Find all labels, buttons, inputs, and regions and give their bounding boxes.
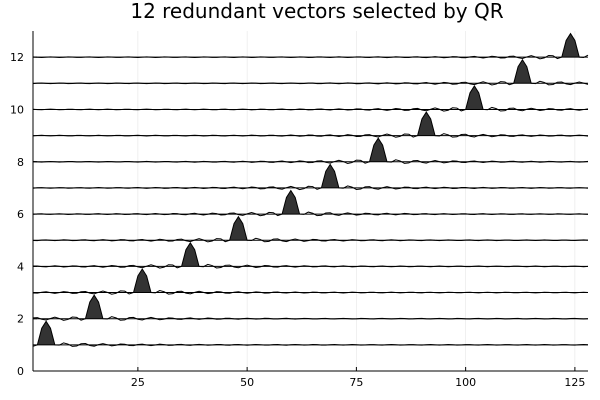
peak-fill bbox=[85, 295, 103, 319]
vector-line bbox=[32, 111, 589, 138]
vector-5 bbox=[32, 215, 589, 243]
vector-line bbox=[32, 215, 589, 243]
y-tick-label: 10 bbox=[10, 103, 24, 116]
peak-fill bbox=[369, 138, 387, 162]
vector-line bbox=[32, 58, 589, 86]
vector-line bbox=[32, 320, 589, 347]
vector-7 bbox=[32, 163, 589, 191]
y-tick-label: 0 bbox=[17, 365, 24, 378]
series-group bbox=[32, 32, 589, 347]
x-tick-label: 75 bbox=[349, 376, 363, 389]
x-tick-label: 100 bbox=[455, 376, 476, 389]
y-tick-labels: 0 2 4 6 8 10 12 bbox=[10, 51, 24, 378]
vector-8 bbox=[32, 137, 589, 164]
peak-fill bbox=[181, 242, 200, 267]
vector-4 bbox=[32, 241, 589, 269]
peak-fill bbox=[465, 85, 484, 110]
peak-fill bbox=[561, 33, 580, 58]
peak-fill bbox=[37, 321, 55, 345]
y-tick-label: 2 bbox=[17, 313, 24, 326]
peak-fill bbox=[282, 190, 300, 215]
peak-fill bbox=[321, 164, 339, 188]
x-tick-labels: 25 50 75 100 125 bbox=[131, 376, 586, 389]
vector-line bbox=[32, 163, 589, 191]
vector-6 bbox=[32, 189, 589, 217]
vector-line bbox=[32, 32, 589, 60]
y-tick-label: 4 bbox=[17, 260, 24, 273]
y-tick-label: 6 bbox=[17, 208, 24, 221]
vector-line bbox=[32, 268, 589, 295]
x-tick-label: 125 bbox=[564, 376, 585, 389]
y-tick-label: 12 bbox=[10, 51, 24, 64]
vector-10 bbox=[32, 84, 589, 112]
x-tick-label: 50 bbox=[240, 376, 254, 389]
x-tick-label: 25 bbox=[131, 376, 145, 389]
vector-1 bbox=[32, 320, 589, 347]
peak-fill bbox=[513, 59, 532, 84]
vector-line bbox=[32, 189, 589, 217]
vector-line bbox=[32, 294, 589, 321]
vector-line bbox=[32, 137, 589, 164]
peak-fill bbox=[229, 216, 248, 241]
vector-11 bbox=[32, 58, 589, 86]
chart-title: 12 redundant vectors selected by QR bbox=[130, 0, 503, 23]
peak-fill bbox=[417, 112, 436, 136]
vector-line bbox=[32, 241, 589, 269]
axes bbox=[32, 31, 588, 372]
vector-9 bbox=[32, 111, 589, 138]
vector-2 bbox=[32, 294, 589, 321]
vector-line bbox=[32, 84, 589, 112]
y-tick-label: 8 bbox=[17, 156, 24, 169]
peak-fill bbox=[133, 269, 151, 293]
vector-12 bbox=[32, 32, 589, 60]
vector-3 bbox=[32, 268, 589, 295]
